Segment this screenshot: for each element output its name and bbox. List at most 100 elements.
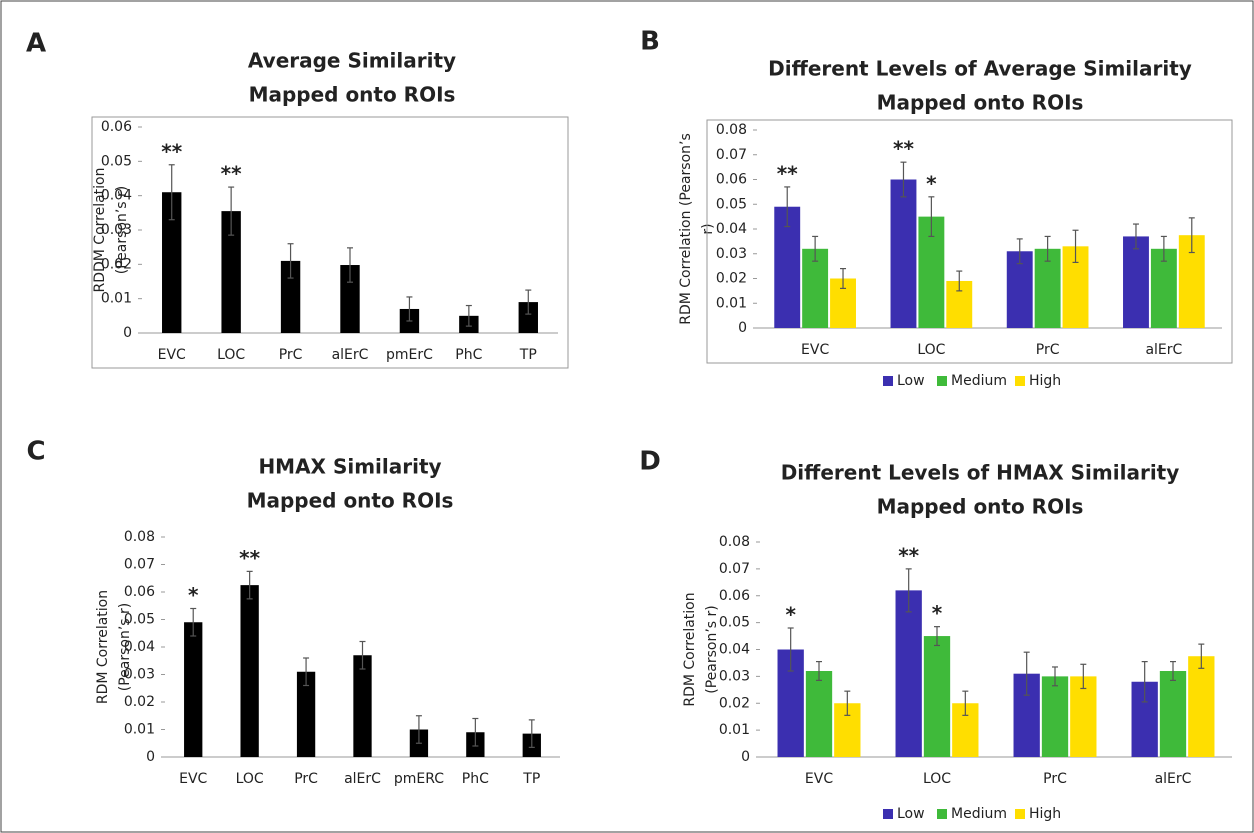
y-tick-label: 0.01 [716,295,747,311]
bar [240,585,259,757]
y-tick-label: 0.05 [716,196,747,212]
x-tick-label: LOC [923,771,951,787]
bar [1150,248,1177,328]
legend-swatch [937,809,947,819]
legend-label: High [1029,373,1061,389]
legend-label: High [1029,806,1061,822]
significance-star: * [785,603,796,627]
significance-star: ** [893,137,914,161]
bar [1070,676,1097,757]
x-tick-label: TP [522,771,540,787]
y-tick-label: 0.01 [124,722,155,738]
y-tick-label: 0.07 [716,147,747,163]
legend-label: Low [897,806,925,822]
plot-frame [706,119,1233,364]
bar [805,671,833,757]
chart-title: Mapped onto ROIs [249,83,456,107]
y-tick-label: 0.08 [124,529,155,545]
chart-title: Mapped onto ROIs [877,91,1084,115]
bar [923,636,951,757]
x-tick-label: PrC [1043,771,1067,787]
panel-letter: A [26,29,46,59]
y-tick-label: 0.06 [101,119,132,135]
bar [518,302,538,333]
y-tick-label: 0.07 [124,557,155,573]
significance-star: * [926,171,937,195]
x-tick-label: LOC [217,347,245,363]
legend-swatch [883,376,893,386]
x-tick-label: PhC [462,771,489,787]
y-tick-label: 0.04 [719,642,750,658]
y-tick-label: 0.08 [719,534,750,550]
y-tick-label: 0.03 [716,246,747,262]
plot-frame [91,116,569,369]
bar [162,192,182,333]
significance-star: * [188,583,199,607]
y-tick-label: 0.04 [101,188,132,204]
y-axis-label: RDDM Correlation [92,167,108,292]
y-tick-label: 0 [123,325,132,341]
y-axis-label: RDM Correlation (Pearson’s [678,133,694,325]
bar [895,590,922,757]
bar [1034,248,1061,328]
bar [280,260,301,333]
x-tick-label: EVC [801,342,829,358]
x-tick-label: alErC [344,771,381,787]
x-tick-label: alErC [1155,771,1192,787]
bar [1159,671,1187,757]
bar [184,622,203,757]
significance-star: ** [161,139,182,163]
legend-swatch [937,376,947,386]
x-tick-label: alErC [1145,342,1182,358]
y-tick-label: 0.04 [716,221,747,237]
x-tick-label: pmERC [394,771,444,787]
bar [802,248,829,328]
y-tick-label: 0.05 [124,612,155,628]
y-tick-label: 0.01 [101,291,132,307]
y-axis-label: (Pearson’s r) [117,603,133,692]
y-tick-label: 0.04 [124,639,155,655]
y-axis-label: r) [700,223,716,234]
significance-star: ** [898,543,919,567]
x-tick-label: TP [519,347,537,363]
bar [890,179,917,328]
chart-title: Different Levels of Average Similarity [768,57,1192,81]
y-tick-label: 0 [146,749,155,765]
chart-title: Mapped onto ROIs [877,495,1084,519]
y-tick-label: 0.03 [101,222,132,238]
y-tick-label: 0.02 [124,694,155,710]
y-tick-label: 0.03 [719,668,750,684]
y-tick-label: 0 [741,749,750,765]
x-tick-label: EVC [179,771,207,787]
legend-label: Low [897,373,925,389]
y-axis-label: RDM Correlation [682,592,698,706]
y-tick-label: 0.05 [101,153,132,169]
y-tick-label: 0.05 [719,615,750,631]
y-tick-label: 0.06 [124,584,155,600]
y-tick-label: 0 [738,320,747,336]
x-tick-label: LOC [236,771,264,787]
bar [296,671,316,757]
y-tick-label: 0.01 [719,722,750,738]
bar [353,655,372,757]
bar [1041,676,1069,757]
chart-title: HMAX Similarity [258,455,441,479]
panel-letter: B [640,27,660,57]
significance-star: ** [777,161,798,185]
y-tick-label: 0.02 [101,256,132,272]
y-tick-label: 0.07 [719,561,750,577]
y-tick-label: 0.02 [719,695,750,711]
x-tick-label: EVC [158,347,186,363]
chart-title: Mapped onto ROIs [247,489,454,513]
x-tick-label: EVC [805,771,833,787]
chart-title: Average Similarity [248,49,456,73]
y-axis-label: RDM Correlation [95,590,111,704]
y-tick-label: 0.02 [716,271,747,287]
y-tick-label: 0.03 [124,667,155,683]
y-tick-label: 0.06 [719,588,750,604]
bar [221,211,241,333]
significance-star: ** [239,546,260,570]
x-tick-label: PrC [279,347,303,363]
